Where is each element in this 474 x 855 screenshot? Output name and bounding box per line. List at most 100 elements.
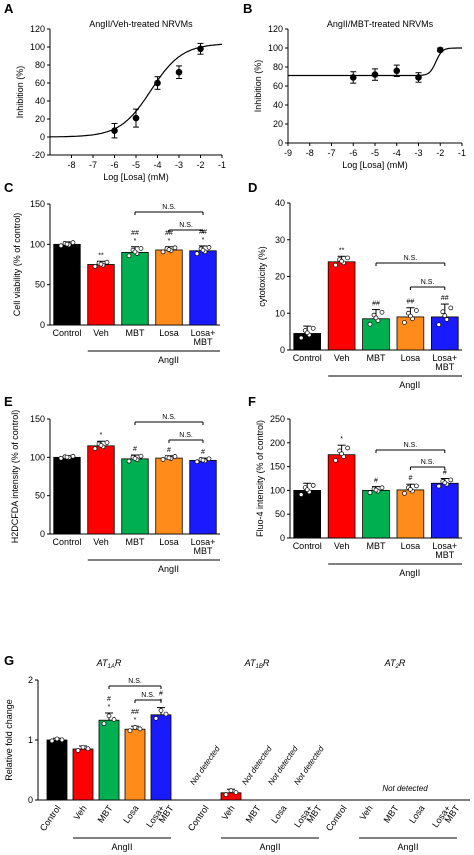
bar <box>327 454 356 539</box>
data-dot <box>442 313 448 318</box>
group-label: AngII <box>158 355 179 365</box>
y-axis-label: Inhibition (%) <box>253 60 263 113</box>
ns-label: N.S. <box>162 414 176 421</box>
category-label: MBT <box>126 537 146 547</box>
bar <box>87 445 115 535</box>
data-dot <box>194 251 200 257</box>
data-dot <box>54 736 60 742</box>
y-tick-label: 40 <box>273 100 283 110</box>
data-dot <box>98 261 104 267</box>
data-point <box>349 74 357 81</box>
data-dot <box>49 738 55 744</box>
significance-mark: # <box>133 446 137 453</box>
bar <box>98 719 120 801</box>
data-dot <box>442 480 448 486</box>
significance-mark: ## <box>372 301 380 308</box>
data-point <box>393 67 401 75</box>
bar <box>430 482 459 539</box>
ns-label: N.S. <box>179 432 193 439</box>
significance-mark: # <box>408 475 412 482</box>
data-dot <box>333 458 338 463</box>
y-tick-label: 100 <box>30 42 45 52</box>
ns-label: N.S. <box>179 222 193 229</box>
not-detected-label: Not detected <box>188 744 222 787</box>
bar <box>362 489 390 539</box>
y-tick-label: 150 <box>30 199 45 209</box>
ns-label: N.S. <box>141 692 155 699</box>
category-label: Losa <box>121 803 140 825</box>
significance-mark: # <box>374 478 378 485</box>
category-label: Veh <box>334 353 350 363</box>
y-axis-label: Inhibition (%) <box>15 66 25 119</box>
category-label: Losa <box>159 328 179 338</box>
significance-mark: * <box>100 432 103 439</box>
data-point <box>154 79 161 87</box>
data-point <box>197 45 204 53</box>
y-tick-label: 150 <box>270 462 285 472</box>
ns-label: N.S. <box>404 442 418 449</box>
y-tick-label: 40 <box>275 198 285 208</box>
significance-mark: # <box>443 470 447 477</box>
category-label: Veh <box>93 537 109 547</box>
chart-title: AngII/Veh-treated NRVMs <box>89 19 193 29</box>
y-tick-label: 20 <box>35 114 45 124</box>
category-label: MBT <box>194 546 214 556</box>
y-tick-label: 250 <box>270 414 285 424</box>
data-dot <box>64 454 70 460</box>
data-dot <box>444 317 450 322</box>
y-axis-label: Cell viability (% of control) <box>12 213 22 317</box>
category-label: Veh <box>72 803 89 821</box>
data-dot <box>106 713 112 719</box>
data-dot <box>402 320 407 325</box>
y-tick-label: 30 <box>275 235 285 245</box>
panel-label: D <box>248 180 257 195</box>
y-axis-label: cytotoxicity (%) <box>257 246 267 307</box>
data-dot <box>111 717 117 722</box>
category-label: Losa+ <box>432 353 457 363</box>
category-label: MBT <box>96 803 115 825</box>
x-tick-label: -2 <box>436 148 444 158</box>
data-dot <box>408 487 413 492</box>
x-tick-label: -5 <box>132 160 140 170</box>
ns-label: N.S. <box>128 678 142 685</box>
data-dot <box>132 249 138 255</box>
bar <box>396 489 425 539</box>
y-tick-label: 0 <box>280 533 285 543</box>
ns-label: N.S. <box>421 279 435 286</box>
category-label: MBT <box>382 803 401 825</box>
data-dot <box>104 440 110 445</box>
y-tick-label: 0 <box>40 529 45 539</box>
gene-label: AT1BR <box>244 658 270 670</box>
group-label: AngII <box>397 842 418 852</box>
y-tick-label: 0 <box>28 795 33 805</box>
data-dot <box>345 445 350 451</box>
data-dot <box>223 792 229 797</box>
x-tick-label: -1 <box>458 148 466 158</box>
data-dot <box>304 487 310 493</box>
significance-mark: # <box>201 449 205 456</box>
ns-label: N.S. <box>404 255 418 262</box>
category-label: Control <box>324 803 349 833</box>
chart-title: AngII/MBT-treated NRVMs <box>327 19 434 29</box>
y-tick-label: 40 <box>35 96 45 106</box>
x-tick-label: -6 <box>110 160 118 170</box>
y-tick-label: 80 <box>35 60 45 70</box>
y-axis-label: Relative fold change <box>4 699 14 781</box>
x-tick-label: -4 <box>153 160 161 170</box>
data-dot <box>310 483 316 488</box>
category-label: Losa <box>269 803 288 825</box>
x-tick-label: -1 <box>218 160 226 170</box>
significance-mark: ## <box>131 230 139 237</box>
category-label: MBT <box>194 337 214 347</box>
x-tick-label: -9 <box>284 148 292 158</box>
data-dot <box>166 455 172 461</box>
data-dot <box>310 325 316 331</box>
y-axis-label: Fluo-4 intensity (% of control) <box>255 420 265 537</box>
y-tick-label: 100 <box>30 239 45 249</box>
y-axis-label: H2DCFDA intensity (% of control) <box>10 410 20 544</box>
significance-mark: ## <box>165 230 173 237</box>
y-tick-label: 2 <box>28 675 33 685</box>
data-dot <box>172 454 178 459</box>
y-tick-label: 100 <box>270 485 285 495</box>
category-label: Veh <box>358 803 375 821</box>
